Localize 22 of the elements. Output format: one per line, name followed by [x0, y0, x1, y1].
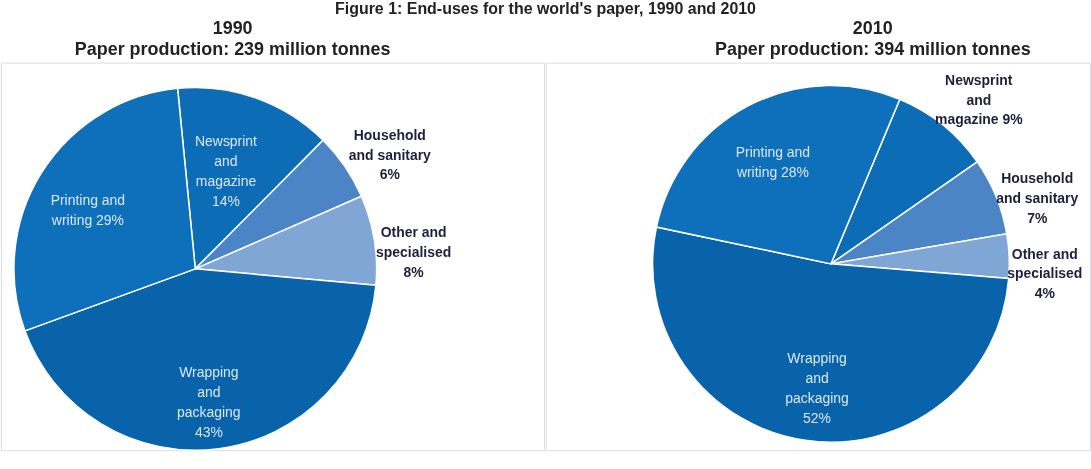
slice-label: Wrapping and packaging: [177, 364, 241, 420]
slice-label: Printing and writing 28%: [735, 144, 811, 181]
chart-subtitle: Paper production: 394 million tonnes: [714, 38, 1031, 59]
slice-label: Other and specialised: [376, 224, 452, 261]
chart-title: 1990: [212, 17, 253, 38]
data-label: 4%: [1034, 285, 1056, 302]
data-label: 43%: [194, 423, 223, 440]
slice-label: Wrapping and packaging: [785, 350, 849, 406]
slice-label: Newsprint and magazine: [195, 132, 258, 189]
slice-label: Newsprint and magazine 9%: [935, 71, 1024, 128]
slice-label: Household and sanitary: [996, 170, 1079, 207]
chart-subtitle: Paper production: 239 million tonnes: [74, 38, 391, 59]
data-label: 7%: [1027, 210, 1048, 227]
caption: Figure 1: End-uses for the world's paper, 1990 and 2010: [335, 0, 757, 18]
data-label: 52%: [803, 409, 831, 426]
data-label: 6%: [379, 166, 401, 183]
slice-label: Printing and writing 29%: [50, 192, 126, 229]
data-label: 8%: [403, 264, 425, 281]
slice-label: Household and sanitary: [348, 126, 432, 163]
data-label: 14%: [212, 192, 240, 209]
slice-label: Other and specialised: [1007, 245, 1083, 282]
chart-title: 2010: [852, 17, 893, 38]
